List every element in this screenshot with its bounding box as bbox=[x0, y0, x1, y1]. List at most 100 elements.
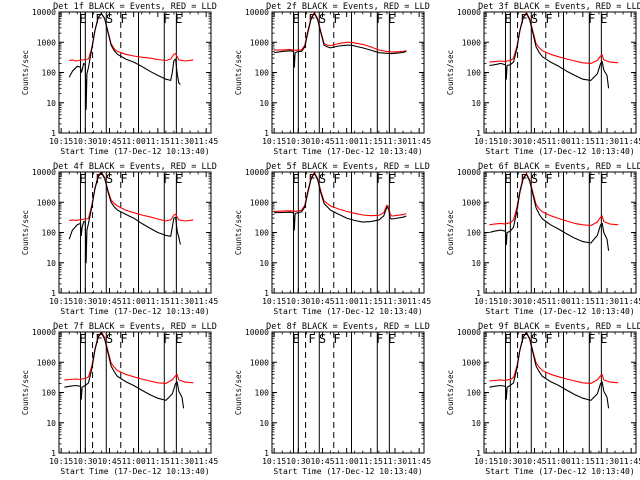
x-tick-label: 10:15 bbox=[49, 137, 73, 146]
detector-panel-1f: Det 1f BLACK = Events, RED = LLD 1 10 100 10… bbox=[21, 2, 218, 156]
x-axis-label: Start Time (17-Dec-12 10:13:40) bbox=[60, 467, 209, 476]
y-tick-label: 1000 bbox=[37, 38, 56, 47]
y-tick-label: 100 bbox=[255, 389, 270, 398]
y-tick-label: 1000 bbox=[462, 198, 481, 207]
x-tick-label: 11:00 bbox=[122, 297, 146, 306]
mode-letter: F bbox=[588, 172, 595, 186]
mode-letter: E bbox=[388, 12, 395, 26]
x-axis-label: Start Time (17-Dec-12 10:13:40) bbox=[273, 147, 422, 156]
panel-title: Det 2f BLACK = Events, RED = LLD bbox=[266, 2, 430, 12]
x-tick-label: 10:15 bbox=[49, 457, 73, 466]
panel-title: Det 7f BLACK = Events, RED = LLD bbox=[53, 322, 217, 332]
y-tick-label: 1 bbox=[51, 129, 56, 138]
x-tick-label: 10:15 bbox=[474, 297, 498, 306]
mode-letter: E bbox=[600, 332, 607, 346]
mode-letter: E bbox=[79, 172, 86, 186]
mode-letter: F bbox=[333, 12, 340, 26]
x-tick-label: 10:30 bbox=[73, 457, 97, 466]
mode-letter: F bbox=[520, 172, 527, 186]
events-series-line bbox=[489, 173, 610, 251]
mode-letter: F bbox=[95, 12, 102, 26]
x-tick-label: 11:00 bbox=[335, 137, 359, 146]
x-tick-label: 10:45 bbox=[310, 457, 334, 466]
y-tick-label: 100 bbox=[42, 229, 57, 238]
mode-letter: S bbox=[531, 332, 538, 346]
detector-panel-2f: Det 2f BLACK = Events, RED = LLD 1 10 100 10… bbox=[234, 2, 431, 156]
events-series-line bbox=[274, 12, 407, 68]
mode-letter: F bbox=[588, 332, 595, 346]
y-tick-label: 1 bbox=[476, 449, 481, 458]
mode-letter: F bbox=[120, 332, 127, 346]
mode-letter: E bbox=[292, 172, 299, 186]
panel-title: Det 1f BLACK = Events, RED = LLD bbox=[53, 2, 217, 12]
mode-letter: E bbox=[175, 12, 182, 26]
x-tick-label: 11:30 bbox=[170, 457, 194, 466]
lld-series-line bbox=[69, 172, 194, 222]
plot-frame bbox=[271, 331, 425, 454]
detector-panel-6f: Det 6f BLACK = Events, RED = LLD 1 10 100 10… bbox=[446, 162, 640, 316]
panel-title: Det 9f BLACK = Events, RED = LLD bbox=[478, 322, 640, 332]
x-tick-label: 11:00 bbox=[335, 297, 359, 306]
detector-panel-5f: Det 5f BLACK = Events, RED = LLD 1 10 100 10… bbox=[234, 162, 431, 316]
y-tick-label: 10000 bbox=[245, 168, 269, 177]
x-tick-label: 10:15 bbox=[49, 297, 73, 306]
y-tick-label: 10000 bbox=[245, 328, 269, 337]
x-tick-label: 11:45 bbox=[194, 457, 218, 466]
y-tick-label: 10 bbox=[259, 419, 269, 428]
x-tick-label: 10:45 bbox=[97, 457, 121, 466]
x-tick-label: 10:30 bbox=[498, 297, 522, 306]
mode-letter: E bbox=[292, 12, 299, 26]
y-tick-label: 1000 bbox=[462, 358, 481, 367]
x-tick-label: 11:15 bbox=[571, 457, 595, 466]
y-tick-label: 100 bbox=[42, 389, 57, 398]
events-series-line bbox=[68, 172, 181, 264]
y-tick-label: 10000 bbox=[457, 8, 481, 17]
mode-letter: F bbox=[308, 172, 315, 186]
y-tick-label: 10000 bbox=[32, 8, 56, 17]
mode-letter: E bbox=[175, 332, 182, 346]
mode-letter: E bbox=[175, 172, 182, 186]
y-tick-label: 1 bbox=[51, 449, 56, 458]
x-tick-label: 10:30 bbox=[286, 457, 310, 466]
plot-frame bbox=[58, 11, 212, 134]
mode-letter: F bbox=[545, 172, 552, 186]
y-tick-label: 10000 bbox=[32, 168, 56, 177]
y-tick-label: 1000 bbox=[462, 38, 481, 47]
x-tick-label: 10:30 bbox=[73, 297, 97, 306]
y-tick-label: 100 bbox=[255, 229, 270, 238]
lld-series-line bbox=[489, 332, 619, 384]
detector-panel-7f: Det 7f BLACK = Events, RED = LLD 1 10 100 10… bbox=[21, 322, 218, 476]
mode-letter: E bbox=[388, 332, 395, 346]
y-tick-label: 10000 bbox=[457, 168, 481, 177]
mode-letter: S bbox=[319, 332, 326, 346]
mode-letter: F bbox=[376, 332, 383, 346]
x-tick-label: 10:30 bbox=[498, 457, 522, 466]
mode-letter: E bbox=[600, 12, 607, 26]
x-tick-label: 11:45 bbox=[194, 137, 218, 146]
x-tick-label: 11:45 bbox=[619, 137, 640, 146]
x-tick-label: 11:30 bbox=[170, 137, 194, 146]
x-tick-label: 10:45 bbox=[97, 137, 121, 146]
mode-letter: S bbox=[531, 12, 538, 26]
y-tick-label: 1000 bbox=[37, 198, 56, 207]
mode-letter: F bbox=[376, 172, 383, 186]
mode-letter: E bbox=[292, 332, 299, 346]
lld-series-line bbox=[69, 12, 194, 62]
x-tick-label: 11:00 bbox=[335, 457, 359, 466]
x-tick-label: 11:30 bbox=[595, 297, 619, 306]
lld-series-line bbox=[64, 332, 194, 384]
detector-panel-3f: Det 3f BLACK = Events, RED = LLD 1 10 100 10… bbox=[446, 2, 640, 156]
y-axis-label: Counts/sec bbox=[21, 50, 30, 95]
x-tick-label: 10:45 bbox=[97, 297, 121, 306]
x-tick-label: 10:15 bbox=[262, 457, 286, 466]
mode-letter: S bbox=[319, 12, 326, 26]
mode-letter: F bbox=[333, 332, 340, 346]
y-tick-label: 10 bbox=[471, 99, 481, 108]
mode-letter: F bbox=[588, 12, 595, 26]
y-tick-label: 1 bbox=[476, 289, 481, 298]
x-tick-label: 11:30 bbox=[595, 457, 619, 466]
mode-letter: F bbox=[163, 12, 170, 26]
x-tick-label: 11:30 bbox=[170, 297, 194, 306]
y-tick-label: 10 bbox=[471, 259, 481, 268]
